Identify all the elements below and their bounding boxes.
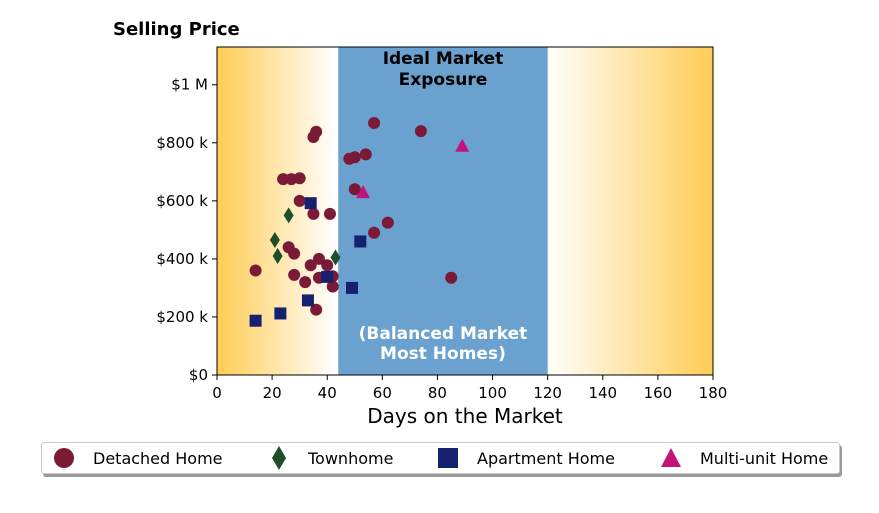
diamond-marker-icon [272, 446, 286, 470]
detached-home-point [326, 280, 339, 293]
x-tick-label: 0 [212, 384, 222, 402]
data-points [249, 117, 470, 327]
detached-home-point [368, 226, 381, 239]
plot-frame [216, 46, 714, 376]
y-axis-ticks: $0 $200 k $400 k $600 k $800 k $1 M [156, 76, 217, 384]
detached-home-point [249, 264, 262, 277]
y-tick-label: $200 k [156, 308, 208, 326]
circle-marker-icon [54, 448, 74, 468]
apartment-home-point [301, 294, 314, 307]
band-top-label-line2: Exposure [399, 70, 488, 90]
legend-label: Multi-unit Home [700, 448, 829, 468]
townhome-point [272, 247, 283, 264]
townhome-point [269, 232, 280, 249]
detached-home-point [299, 276, 312, 289]
detached-home-point [414, 125, 427, 138]
detached-home-point [288, 268, 301, 281]
x-tick-label: 20 [263, 384, 282, 402]
legend-item-multi-unit-home: Multi-unit Home [659, 443, 828, 473]
legend-item-apartment-home: Apartment Home [436, 443, 615, 473]
y-tick-label: $1 M [171, 76, 208, 94]
apartment-home-point [249, 314, 262, 327]
legend-item-detached-home: Detached Home [52, 443, 223, 473]
detached-home-point [288, 247, 301, 260]
ideal-market-band [338, 47, 548, 375]
detached-home-point [348, 151, 361, 164]
x-tick-label: 80 [428, 384, 447, 402]
apartment-home-point [274, 307, 287, 320]
detached-home-point [307, 207, 320, 220]
apartment-home-point [354, 235, 367, 248]
apartment-home-point [321, 270, 334, 283]
detached-home-point [381, 216, 394, 229]
legend-label: Detached Home [93, 448, 223, 468]
y-tick-label: $400 k [156, 250, 208, 268]
apartment-home-point [346, 281, 359, 294]
detached-home-point [293, 172, 306, 185]
x-tick-label: 180 [699, 384, 728, 402]
detached-home-point [445, 271, 458, 284]
square-marker-icon [438, 448, 458, 468]
legend-label: Townhome [308, 448, 394, 468]
detached-home-point [310, 125, 323, 138]
apartment-home-point [304, 197, 317, 210]
multi-unit-home-point [455, 138, 470, 152]
townhome-point [330, 249, 341, 266]
detached-home-point [312, 252, 325, 265]
detached-home-point [293, 194, 306, 207]
y-tick-label: $0 [189, 366, 208, 384]
detached-home-point [304, 259, 317, 272]
x-axis-label: Days on the Market [367, 404, 563, 428]
chart-title: Selling Price [113, 19, 240, 40]
band-top-label-line1: Ideal Market [383, 49, 504, 69]
x-tick-label: 100 [478, 384, 507, 402]
band-bottom-label-line2: Most Homes) [380, 344, 506, 364]
x-tick-label: 140 [588, 384, 617, 402]
x-axis-ticks: 0 20 40 60 80 100 120 140 160 180 [212, 375, 727, 402]
detached-home-point [323, 207, 336, 220]
legend-item-townhome: Townhome [267, 443, 393, 473]
detached-home-point [368, 117, 381, 130]
x-tick-label: 120 [533, 384, 562, 402]
multi-unit-home-point [356, 185, 371, 199]
detached-home-point [321, 259, 334, 272]
detached-home-point [348, 183, 361, 196]
band-bottom-label-line1: (Balanced Market [359, 324, 528, 344]
triangle-marker-icon [661, 448, 681, 467]
townhome-point [283, 207, 294, 224]
chart-legend: Detached Home Townhome Apartment Home Mu… [41, 442, 840, 474]
detached-home-point [359, 148, 372, 161]
detached-home-point [310, 303, 323, 316]
x-tick-label: 160 [644, 384, 673, 402]
y-tick-label: $800 k [156, 134, 208, 152]
x-tick-label: 40 [318, 384, 337, 402]
y-tick-label: $600 k [156, 192, 208, 210]
detached-home-point [277, 173, 290, 186]
legend-label: Apartment Home [477, 448, 615, 468]
x-tick-label: 60 [373, 384, 392, 402]
